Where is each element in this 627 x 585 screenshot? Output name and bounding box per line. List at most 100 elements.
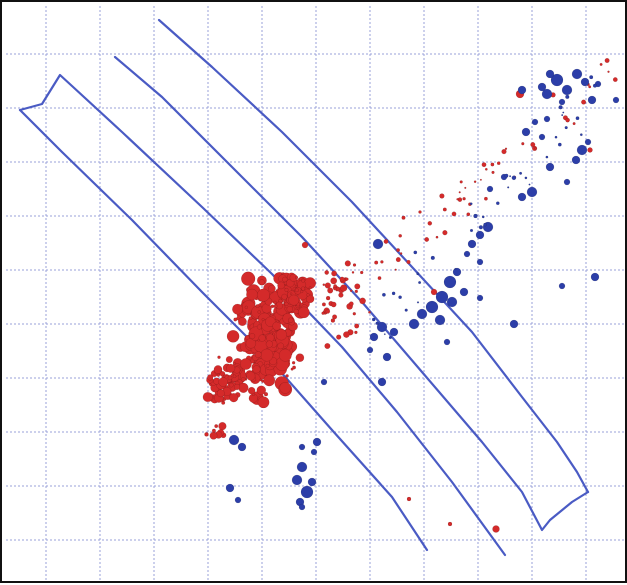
blue-sphere [554, 135, 558, 139]
red-sphere [439, 193, 445, 199]
blue-sphere [371, 317, 376, 322]
red-sphere [279, 382, 292, 394]
red-sphere [285, 374, 289, 378]
blue-sphere [459, 287, 469, 297]
red-sphere [324, 343, 331, 350]
blue-sphere [589, 75, 594, 80]
red-sphere [344, 260, 351, 267]
red-sphere [237, 317, 247, 326]
red-sphere [227, 375, 233, 381]
red-sphere [322, 283, 326, 287]
red-sphere [481, 162, 487, 168]
red-sphere [216, 389, 225, 398]
red-sphere [354, 283, 361, 290]
red-sphere [383, 239, 389, 244]
red-sphere [233, 362, 236, 365]
red-sphere [282, 276, 288, 283]
blue-sphere [562, 111, 565, 114]
red-sphere [301, 278, 306, 283]
red-sphere [291, 361, 296, 365]
red-sphere [255, 304, 260, 308]
red-sphere [430, 288, 438, 296]
blue-sphere [517, 85, 527, 95]
red-sphere [340, 284, 348, 292]
red-sphere [232, 374, 237, 379]
blue-sphere [389, 327, 399, 337]
red-sphere [277, 281, 285, 290]
red-sphere [368, 310, 371, 314]
red-sphere [293, 308, 299, 315]
red-sphere [324, 282, 331, 289]
blue-sphere [225, 483, 235, 493]
blue-sphere [521, 127, 531, 137]
blue-sphere [298, 503, 306, 511]
blue-sphere [375, 321, 379, 325]
red-sphere [406, 259, 411, 265]
red-sphere [295, 353, 305, 363]
red-sphere [263, 374, 276, 387]
blue-sphere [234, 496, 242, 504]
red-sphere [229, 393, 239, 403]
red-sphere [338, 292, 344, 298]
red-sphere [325, 309, 331, 314]
red-sphere [327, 287, 334, 294]
red-sphere [261, 318, 265, 322]
red-sphere [284, 301, 289, 306]
red-sphere [286, 305, 293, 313]
blue-sphere [310, 448, 318, 456]
blue-sphere [404, 308, 408, 312]
blue-sphere [388, 335, 392, 340]
red-sphere [473, 180, 477, 183]
blue-sphere [543, 115, 551, 123]
red-sphere [492, 525, 500, 533]
blue-sphere [443, 275, 457, 289]
blue-sphere [425, 300, 439, 314]
blue-sphere [538, 133, 546, 141]
red-sphere [581, 99, 587, 105]
blue-sphere [443, 338, 451, 346]
red-sphere [332, 314, 338, 320]
red-sphere [348, 301, 354, 307]
red-sphere [252, 365, 261, 374]
red-sphere [406, 496, 412, 502]
red-sphere [354, 323, 360, 329]
red-sphere [288, 317, 294, 323]
blue-sphere [376, 321, 388, 333]
red-sphere [418, 210, 422, 214]
swath-outlines [18, 18, 590, 557]
red-sphere [218, 422, 227, 431]
blue-sphere [454, 267, 457, 271]
blue-sphere [473, 213, 478, 219]
red-sphere [256, 288, 270, 302]
blue-sphere [495, 201, 500, 205]
red-sphere [442, 230, 448, 236]
red-sphere [442, 207, 447, 212]
red-sphere [258, 334, 266, 342]
red-sphere [256, 324, 262, 330]
red-sphere [377, 276, 382, 280]
red-sphere [324, 270, 330, 275]
red-sphere [233, 383, 241, 391]
blue-sphere [571, 155, 581, 165]
red-sphere [277, 342, 285, 350]
red-sphere [268, 284, 276, 293]
red-sphere [491, 170, 495, 174]
red-sphere [530, 142, 536, 148]
red-sphere [479, 178, 482, 181]
red-sphere [466, 212, 471, 217]
blue-sphere [509, 319, 519, 329]
blue-sphere [369, 332, 379, 342]
red-sphere [204, 432, 209, 437]
red-sphere [257, 338, 261, 342]
red-cluster [202, 58, 618, 533]
blue-sphere [483, 222, 487, 227]
red-sphere [395, 257, 401, 263]
blue-sphere [537, 82, 547, 92]
red-sphere [218, 377, 228, 387]
blue-sphere [408, 318, 420, 330]
red-sphere [462, 196, 466, 201]
red-sphere [211, 428, 216, 433]
blue-sphere [557, 142, 562, 147]
blue-sphere [509, 175, 512, 178]
